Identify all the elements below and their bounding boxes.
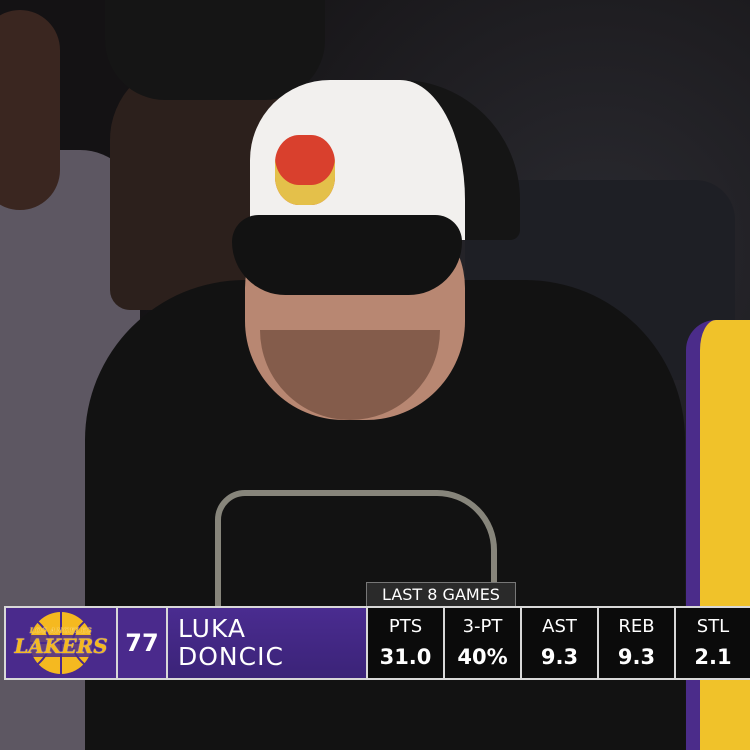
stat-label: STL xyxy=(696,616,730,637)
player-last-name: DONCIC xyxy=(178,642,284,671)
stat-value: 9.3 xyxy=(617,645,656,669)
stat-label: 3-PT xyxy=(462,616,503,637)
stat-label: AST xyxy=(542,616,577,637)
team-logo-text: LOS ANGELES LAKERS xyxy=(10,626,112,657)
stat-stl: STL 2.1 xyxy=(676,608,750,678)
person-left-head xyxy=(0,10,60,210)
stat-value: 2.1 xyxy=(694,645,732,669)
last-games-header: LAST 8 GAMES xyxy=(366,582,516,606)
stat-value: 40% xyxy=(457,645,508,669)
stat-reb: REB 9.3 xyxy=(599,608,674,678)
team-logo-wordmark: LAKERS xyxy=(10,635,112,657)
person-right-jersey xyxy=(686,320,750,750)
player-first-name: LUKA xyxy=(178,614,247,643)
lakers-logo: LOS ANGELES LAKERS xyxy=(6,608,116,678)
player-stat-bar: LOS ANGELES LAKERS 77 LUKA DONCIC PTS 31… xyxy=(4,606,750,680)
stat-value: 31.0 xyxy=(379,645,432,669)
stat-pts: PTS 31.0 xyxy=(368,608,443,678)
stat-value: 9.3 xyxy=(540,645,579,669)
stat-ast: AST 9.3 xyxy=(522,608,597,678)
cap-brim xyxy=(232,215,462,295)
stat-label: REB xyxy=(618,616,655,637)
jersey-number: 77 xyxy=(118,608,166,678)
person-back-cap xyxy=(105,0,325,100)
stat-label: PTS xyxy=(388,616,423,637)
cap-logo-icon xyxy=(275,135,335,205)
player-name: LUKA DONCIC xyxy=(168,608,366,678)
stat-3pt: 3-PT 40% xyxy=(445,608,520,678)
